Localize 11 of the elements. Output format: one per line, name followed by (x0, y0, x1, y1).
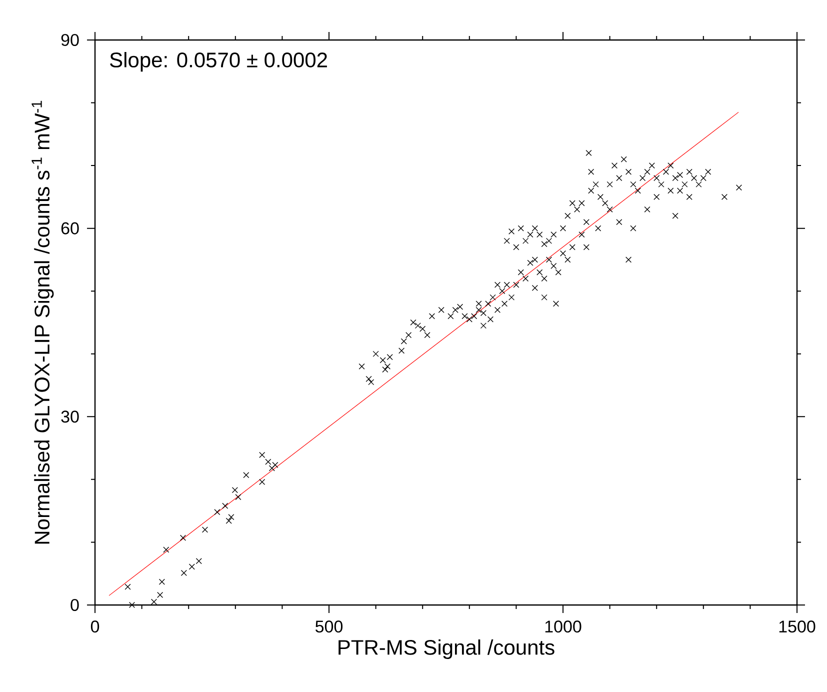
x-axis-title: PTR-MS Signal /counts (338, 639, 554, 659)
x-tick-label: 1500 (779, 620, 816, 633)
y-tick-label: 60 (61, 222, 79, 234)
y-tick-label: 30 (61, 410, 79, 423)
y-tick-label: 90 (61, 34, 79, 46)
x-tick-label: 0 (90, 620, 100, 633)
y-tick-label: 0 (70, 598, 79, 612)
x-tick-label: 500 (315, 620, 343, 633)
x-tick-label: 1000 (545, 620, 582, 633)
annotation: Slope: 0.0570 ± 0.0002 (110, 52, 327, 72)
y-axis-title: Normalised GLYOX-LIP Signal /counts s$^{-1}$ mW$^{-1}$ (32, 100, 54, 544)
